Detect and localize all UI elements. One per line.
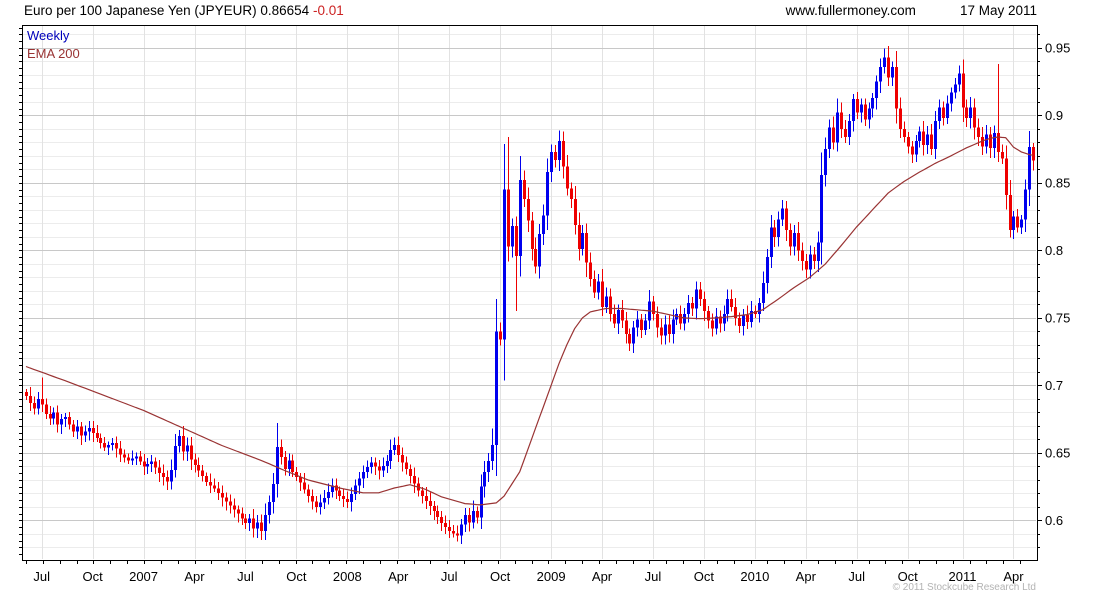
y-axis-label: 0.65 [1045,445,1070,460]
x-axis-label: 2011 [949,569,977,584]
x-axis-label: Apr [388,569,409,584]
x-axis-label: Apr [1003,569,1024,584]
chart-source-group: www.fullermoney.com 17 May 2011 [786,3,1037,18]
legend-ema-200: EMA 200 [27,46,80,61]
x-axis-label: 2008 [333,569,362,584]
x-axis-label: Oct [286,569,307,584]
x-axis-label: Oct [694,569,715,584]
ema-200-line [25,136,1034,506]
chart-header: Euro per 100 Japanese Yen (JPYEUR) 0.866… [24,3,1037,18]
y-axis-label: 0.7 [1045,378,1063,393]
chart-date: 17 May 2011 [959,3,1037,18]
x-axis-label: 2010 [740,569,769,584]
x-axis-label: Jul [848,569,865,584]
x-axis-label: Oct [82,569,103,584]
chart-title-group: Euro per 100 Japanese Yen (JPYEUR) 0.866… [24,3,344,18]
y-axis-label: 0.8 [1045,243,1063,258]
x-axis-label: Jul [645,569,662,584]
website-text: www.fullermoney.com [785,3,916,18]
y-axis-label: 0.75 [1045,310,1070,325]
chart-title: Euro per 100 Japanese Yen (JPYEUR) 0.866… [24,3,310,18]
x-axis-label: Apr [796,569,817,584]
candlestick-series [25,46,1035,545]
x-axis-label: Oct [490,569,511,584]
x-axis-label: Jul [33,569,50,584]
x-axis-label: Jul [237,569,254,584]
x-axis-label: 2009 [537,569,566,584]
x-axis-label: Apr [592,569,613,584]
y-axis-label: 0.6 [1045,513,1063,528]
y-axis-label: 0.95 [1045,40,1070,55]
y-axis-label: 0.9 [1045,108,1063,123]
x-axis-label: 2007 [129,569,158,584]
copyright-notice: © 2011 Stockcube Research Ltd [892,582,1036,593]
price-change: -0.01 [312,3,344,18]
x-axis-label: Jul [441,569,458,584]
x-axis-label: Apr [184,569,205,584]
legend-timeframe: Weekly [27,28,70,43]
y-axis-label: 0.85 [1045,175,1070,190]
x-axis-label: Oct [898,569,919,584]
